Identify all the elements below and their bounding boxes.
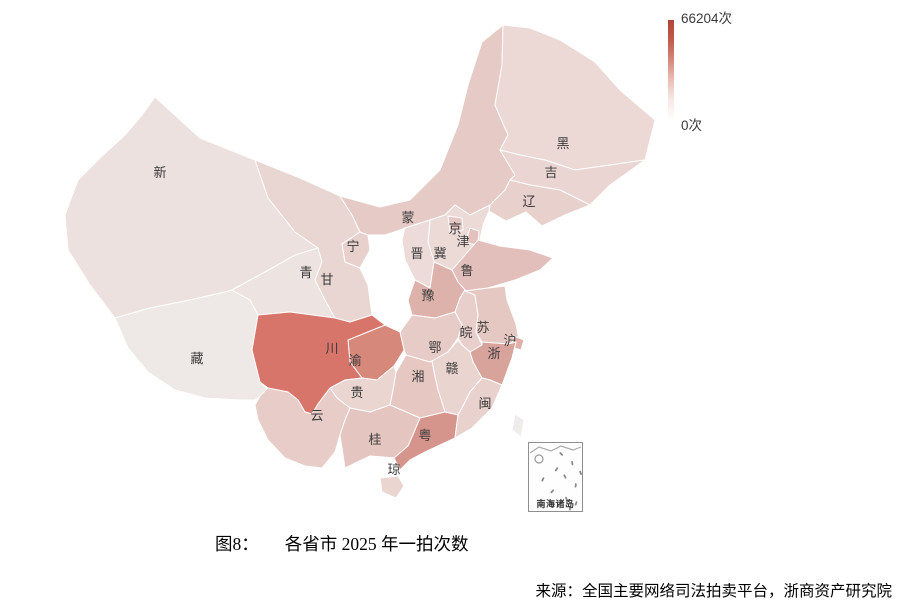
province-liaoning	[488, 179, 591, 227]
province-label-qinghai: 青	[299, 265, 312, 280]
legend-gradient-bar	[668, 20, 674, 120]
province-label-tianjin: 津	[456, 234, 469, 249]
province-label-jilin: 吉	[544, 165, 557, 180]
province-guangdong	[393, 411, 459, 471]
inset-island-dash	[571, 460, 574, 466]
province-label-ningxia: 宁	[346, 239, 359, 254]
province-label-zhejiang: 浙	[487, 346, 500, 361]
inset-island-dash	[554, 467, 559, 472]
province-label-gansu: 甘	[320, 272, 333, 287]
figure-title: 各省市 2025 年一拍次数	[284, 534, 469, 554]
inset-title: 南海诸岛	[536, 499, 575, 509]
province-neimenggu	[339, 24, 516, 236]
province-heilongjiang	[494, 24, 656, 171]
inset-island-dash	[565, 496, 568, 502]
province-label-hubei: 鄂	[428, 340, 441, 355]
province-label-jiangsu: 苏	[476, 320, 489, 335]
province-label-liaoning: 辽	[522, 194, 535, 209]
inset-island-dash	[569, 506, 571, 511]
province-label-hainan: 琼	[387, 462, 400, 477]
inset-coastline	[529, 445, 582, 454]
province-label-shandong: 鲁	[460, 263, 473, 278]
province-label-hebei: 冀	[433, 246, 446, 261]
inset-island-dash	[549, 500, 553, 505]
province-label-hunan: 湘	[411, 369, 424, 384]
province-label-guangdong: 粤	[418, 428, 431, 443]
figure-caption: 图8： 各省市 2025 年一拍次数	[215, 531, 469, 556]
inset-island-marks	[541, 452, 582, 511]
province-beijing	[447, 215, 464, 233]
province-label-chongqing: 渝	[348, 353, 361, 368]
inset-island-dash	[574, 501, 578, 506]
province-label-guangxi: 桂	[368, 432, 381, 447]
province-label-sichuan: 川	[325, 341, 338, 356]
province-label-fujian: 闽	[478, 396, 491, 411]
source-note: 来源：全国主要网络司法拍卖平台，浙商资产研究院	[535, 583, 892, 600]
figure-number: 图8：	[215, 534, 259, 554]
province-label-xizang: 藏	[190, 351, 203, 366]
province-label-beijing: 京	[448, 221, 461, 236]
province-label-neimenggu: 蒙	[401, 210, 414, 225]
inset-island-dash	[574, 483, 577, 488]
inset-island-dash	[559, 452, 564, 456]
inset-islands-graphic	[529, 445, 582, 511]
province-label-yunnan: 云	[310, 408, 323, 423]
province-shapes	[64, 24, 656, 499]
inset-island-dash	[550, 489, 555, 494]
province-label-guizhou: 贵	[350, 385, 363, 400]
province-hainan	[379, 475, 405, 499]
inset-island-dash	[541, 477, 545, 482]
province-label-shanxi: 晋	[410, 246, 423, 261]
province-label-jiangxi: 赣	[445, 361, 458, 376]
province-label-anhui: 皖	[459, 325, 472, 340]
inset-island-dash	[563, 474, 567, 479]
inset-island-ring	[534, 454, 544, 464]
province-label-xinjiang: 新	[153, 165, 166, 180]
province-fujian	[454, 377, 503, 439]
province-taiwan	[511, 413, 525, 438]
province-label-heilongjiang: 黑	[556, 136, 569, 151]
legend-min-label: 0次	[681, 118, 703, 133]
inset-island-dash	[579, 470, 582, 475]
legend-max-label: 66204次	[681, 11, 733, 26]
south-china-sea-inset: 南海诸岛	[528, 442, 583, 512]
province-label-henan: 豫	[421, 288, 434, 303]
province-label-shanghai: 沪	[503, 333, 516, 348]
